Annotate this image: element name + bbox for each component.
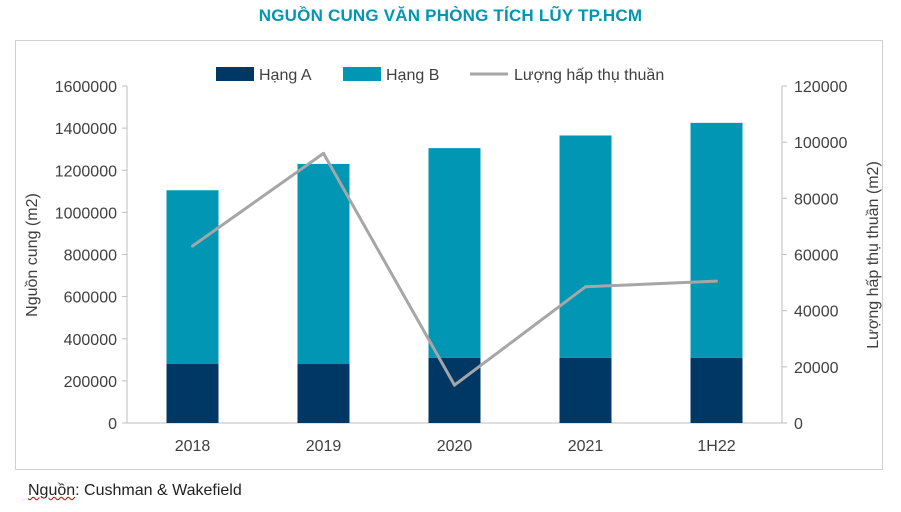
line-series (191, 151, 718, 387)
left-tick-label: 1600000 (55, 79, 117, 96)
bar-hang-a (690, 357, 743, 423)
bar-hang-b (297, 163, 350, 365)
y-axis-title: Nguồn cung (m2) (24, 193, 41, 317)
x-tick-label: 1H22 (697, 438, 735, 455)
left-tick-label: 0 (108, 416, 117, 433)
absorption-point (453, 383, 456, 387)
bar-hang-a (166, 364, 219, 423)
right-tick-label: 20000 (794, 360, 839, 377)
right-tick-label: 80000 (794, 191, 839, 208)
absorption-point (715, 279, 718, 283)
left-tick-label: 1000000 (55, 205, 117, 222)
legend-swatch-hang-a (216, 67, 254, 81)
source-prefix: Nguồn (28, 482, 76, 499)
bar-series (166, 122, 743, 423)
left-tick-label: 800000 (64, 248, 117, 265)
x-tick-labels: 2018 2019 2020 2021 1H22 (175, 438, 736, 455)
legend-swatch-hang-b (343, 67, 381, 81)
left-y-ticks: 0 200000 400000 600000 800000 1000000 1200000 1… (55, 79, 127, 433)
left-tick-label: 1200000 (55, 163, 117, 180)
legend-label-hang-b: Hạng B (386, 67, 439, 84)
source-text: : Cushman & Wakefield (75, 482, 242, 499)
bar-hang-b (559, 135, 612, 358)
x-tick-label: 2019 (306, 438, 342, 455)
absorption-point (191, 244, 194, 248)
left-tick-label: 600000 (64, 290, 117, 307)
right-tick-label: 60000 (794, 248, 839, 265)
bar-hang-b (428, 148, 481, 358)
right-tick-label: 0 (794, 416, 803, 433)
right-tick-label: 40000 (794, 304, 839, 321)
legend-label-absorption: Lượng hấp thụ thuần (514, 67, 664, 84)
bar-hang-b (690, 122, 743, 358)
legend-label-hang-a: Hạng A (259, 67, 312, 84)
bar-hang-a (559, 357, 612, 423)
absorption-point (322, 151, 325, 155)
bar-hang-a (297, 364, 350, 423)
y2-axis-title: Lượng hấp thụ thuần (m2) (865, 161, 882, 349)
x-tick-label: 2018 (175, 438, 211, 455)
left-tick-label: 200000 (64, 374, 117, 391)
left-tick-label: 400000 (64, 332, 117, 349)
chart-frame (15, 40, 883, 470)
legend: Hạng A Hạng B Lượng hấp thụ thuần (216, 67, 664, 84)
right-tick-label: 100000 (794, 135, 847, 152)
x-tick-label: 2020 (437, 438, 473, 455)
bar-hang-b (166, 190, 219, 365)
absorption-point (584, 285, 587, 289)
x-tick-label: 2021 (568, 438, 604, 455)
left-tick-label: 1400000 (55, 121, 117, 138)
right-y-ticks: 0 20000 40000 60000 80000 100000 120000 (782, 79, 847, 433)
bar-hang-a (428, 357, 481, 423)
source-note: Nguồn: Cushman & Wakefield (28, 482, 242, 500)
chart-title: NGUỒN CUNG VĂN PHÒNG TÍCH LŨY TP.HCM (258, 6, 643, 25)
right-tick-label: 120000 (794, 79, 847, 96)
